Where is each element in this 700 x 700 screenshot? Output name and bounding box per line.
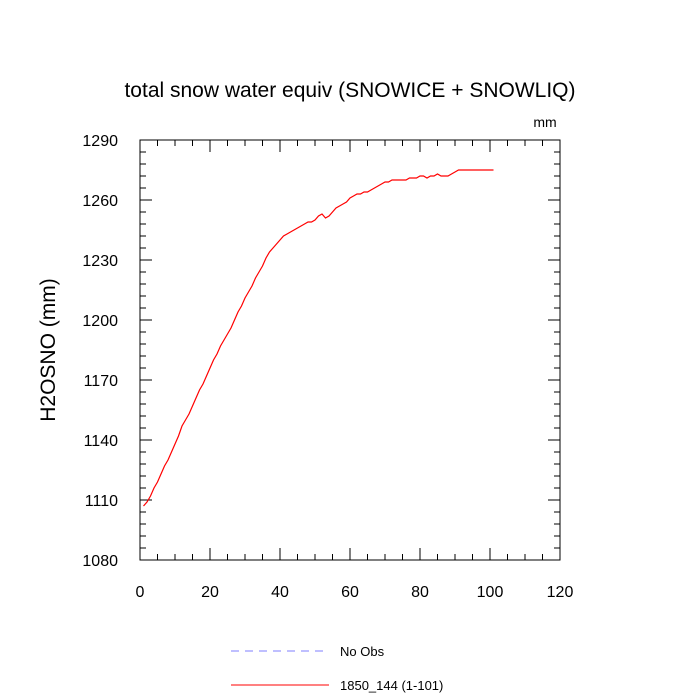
y-tick-label: 1140 <box>84 433 119 450</box>
x-tick-label: 40 <box>271 584 289 601</box>
x-tick-label: 80 <box>411 584 429 601</box>
y-tick-label: 1260 <box>82 193 118 210</box>
x-tick-label: 60 <box>341 584 359 601</box>
y-axis-label: H2OSNO (mm) <box>37 278 60 422</box>
chart-title: total snow water equiv (SNOWICE + SNOWLI… <box>124 79 575 102</box>
y-tick-label: 1170 <box>84 373 119 390</box>
legend: No Obs 1850_144 (1-101) <box>231 644 443 693</box>
series-line <box>143 169 494 507</box>
x-tick-label: 120 <box>547 584 574 601</box>
series-lines <box>143 169 494 507</box>
units-label: mm <box>533 114 556 130</box>
y-tick-label: 1290 <box>82 133 118 150</box>
y-tick-label: 1200 <box>82 313 118 330</box>
x-tick-label: 100 <box>477 584 504 601</box>
y-tick-label: 1110 <box>85 493 118 510</box>
legend-label: 1850_144 (1-101) <box>340 678 443 693</box>
legend-label: No Obs <box>340 644 385 659</box>
axis-ticks <box>139 139 561 561</box>
plot-frame <box>139 139 561 561</box>
x-tick-label: 20 <box>201 584 219 601</box>
x-tick-label: 0 <box>136 584 145 601</box>
y-tick-label: 1230 <box>82 253 118 270</box>
y-tick-label: 1080 <box>82 553 118 570</box>
axis-tick-labels: 0 20 40 60 80 100 120 1080 1110 1140 1170 1200 1230 1… <box>82 133 573 601</box>
